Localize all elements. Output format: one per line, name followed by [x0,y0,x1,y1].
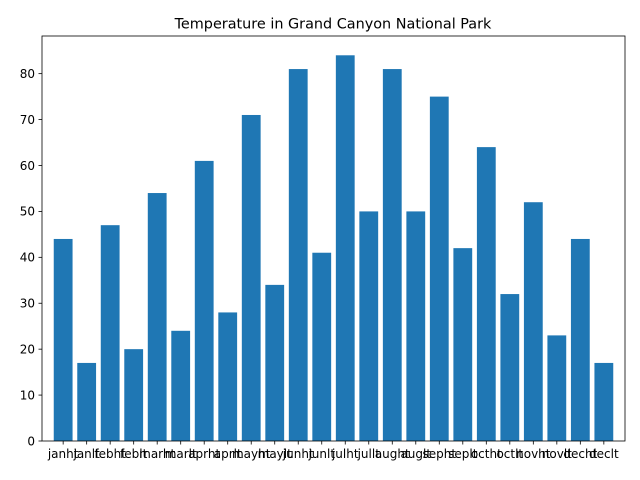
bar-seplt [453,248,473,441]
y-tick-label: 50 [20,205,35,219]
x-tick-label: junht [282,447,314,461]
y-tick-label: 70 [20,113,35,127]
bar-auglt [406,211,426,441]
x-tick-label: seplt [448,447,478,461]
y-tick-label: 60 [20,159,35,173]
bar-jullt [359,211,379,441]
bar-decht [570,238,590,441]
x-tick-label: julht [331,447,359,461]
bar-mayht [241,114,261,441]
bar-aught [382,69,402,441]
x-tick-label: auglt [400,447,431,461]
bar-aprlt [218,312,238,441]
bar-octlt [500,294,520,441]
y-tick-label: 20 [20,342,35,356]
x-tick-label: octlt [496,447,523,461]
bar-junlt [312,252,332,441]
bar-janht [53,238,73,441]
bar-novht [523,202,543,441]
bar-sepht [429,96,449,442]
x-tick-label: aught [375,447,410,461]
bar-junht [288,69,308,441]
y-tick-label: 40 [20,251,35,265]
x-tick-label: marht [139,447,175,461]
x-tick-label: marlt [165,447,197,461]
y-tick-label: 0 [27,434,35,448]
x-tick-label: jullt [357,447,381,461]
y-tick-label: 10 [20,388,35,402]
x-tick-label: novlt [542,447,572,461]
x-axis: janhtjanltfebhtfebltmarhtmarltaprhtaprlt… [47,441,619,461]
y-tick-label: 80 [20,67,35,81]
x-tick-label: junlt [307,447,335,461]
x-tick-label: maylt [258,447,292,461]
x-tick-label: febht [94,447,126,461]
x-tick-label: aprht [188,447,220,461]
x-tick-label: mayht [232,447,271,461]
x-tick-label: feblt [120,447,148,461]
x-tick-label: declt [589,447,619,461]
bar-marht [147,193,167,441]
bar-janlt [77,362,97,441]
bar-julht [335,55,355,441]
bar-maylt [265,284,285,441]
x-tick-label: novht [516,447,551,461]
y-axis: 0 10 20 30 40 50 60 70 80 [20,67,42,448]
bar-aprht [194,160,214,441]
bar-marlt [171,330,191,441]
bar-feblt [124,349,144,441]
y-tick-label: 30 [20,297,35,311]
x-tick-label: octht [471,447,502,461]
x-tick-label: sepht [423,447,457,461]
bars-group [53,55,614,442]
x-tick-label: decht [563,447,597,461]
bar-octht [476,147,496,441]
plot-frame [41,35,626,442]
chart-title: Temperature in Grand Canyon National Par… [174,17,492,33]
x-tick-label: aprlt [214,447,242,461]
x-tick-label: janlt [72,447,100,461]
bar-febht [100,225,120,441]
bar-declt [594,362,614,441]
bar-novlt [547,335,567,441]
x-tick-label: janht [47,447,79,461]
